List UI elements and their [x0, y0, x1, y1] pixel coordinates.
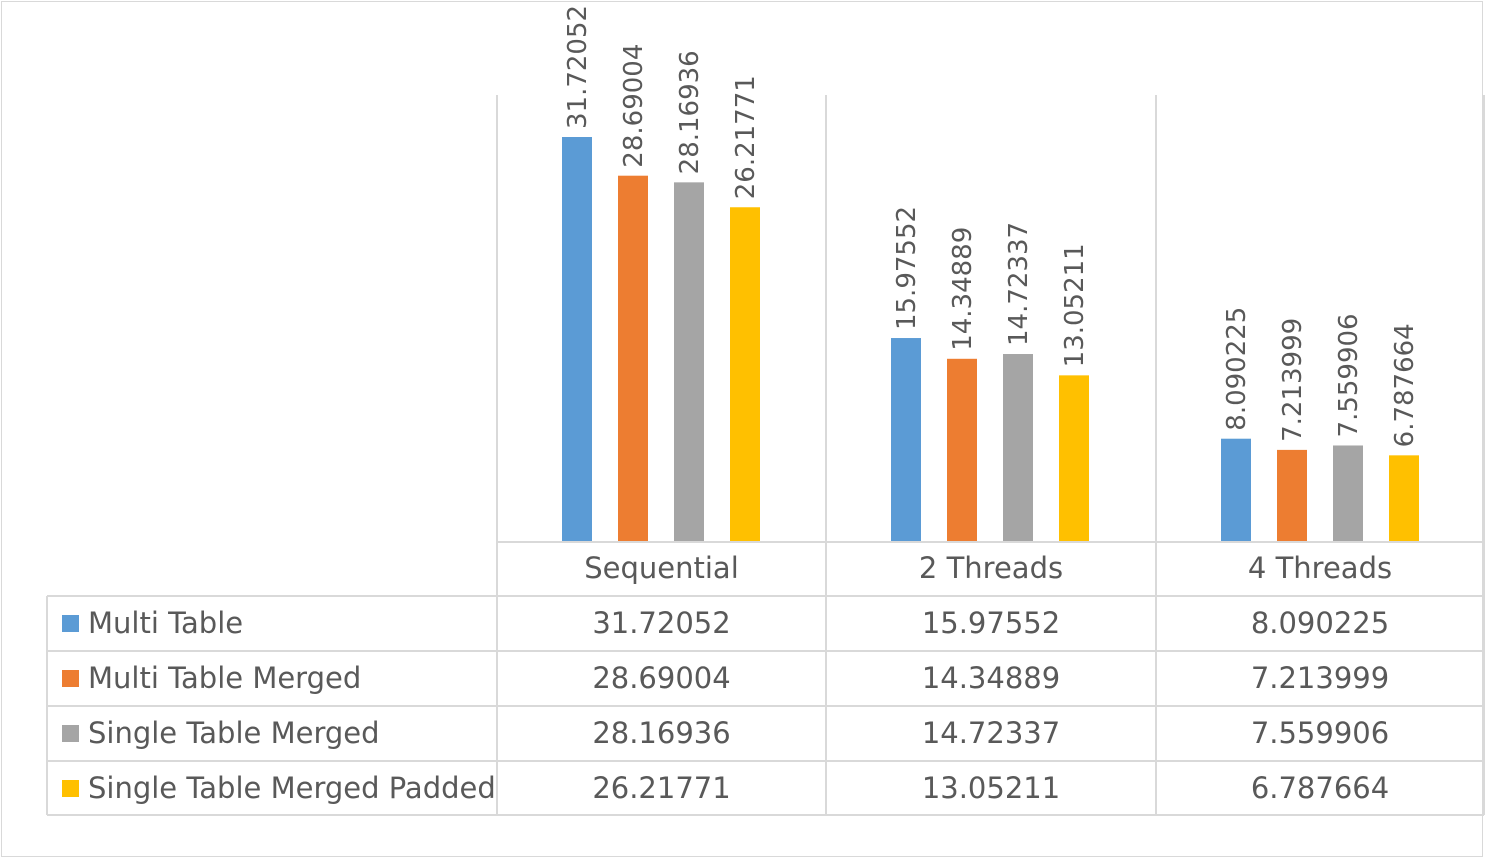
data-label-0-0: 31.72052	[563, 5, 593, 129]
bar-1-3	[1059, 375, 1089, 542]
table-value-3-1: 13.05211	[922, 771, 1060, 805]
data-label-2-1: 7.213999	[1278, 318, 1308, 442]
data-label-1-2: 14.72337	[1004, 222, 1034, 346]
data-label-1-1: 14.34889	[948, 227, 978, 351]
bar-0-2	[674, 182, 704, 542]
data-label-0-1: 28.69004	[619, 44, 649, 168]
bar-2-3	[1389, 455, 1419, 542]
table-value-0-2: 8.090225	[1251, 606, 1389, 640]
legend-key-1	[62, 670, 79, 687]
legend-label-0: Multi Table	[88, 606, 243, 640]
table-value-1-1: 14.34889	[922, 661, 1060, 695]
bar-1-2	[1003, 354, 1033, 542]
table-value-0-0: 31.72052	[592, 606, 730, 640]
table-value-1-0: 28.69004	[592, 661, 730, 695]
data-label-1-0: 15.97552	[892, 206, 922, 330]
data-label-1-3: 13.05211	[1060, 243, 1090, 367]
data-label-0-3: 26.21771	[731, 75, 761, 199]
category-label-2: 4 Threads	[1248, 551, 1392, 585]
data-label-2-3: 6.787664	[1390, 323, 1420, 447]
bar-1-0	[891, 338, 921, 542]
legend-label-1: Multi Table Merged	[88, 661, 361, 695]
data-label-0-2: 28.16936	[675, 50, 705, 174]
legend-label-3: Single Table Merged Padded	[88, 771, 496, 805]
table-value-3-2: 6.787664	[1251, 771, 1389, 805]
legend-key-0	[62, 615, 79, 632]
legend-label-2: Single Table Merged	[88, 716, 380, 750]
table-value-2-1: 14.72337	[922, 716, 1060, 750]
legend-key-3	[62, 780, 79, 797]
bar-0-0	[562, 137, 592, 542]
category-label-1: 2 Threads	[919, 551, 1063, 585]
legend-key-2	[62, 725, 79, 742]
data-label-2-0: 8.090225	[1222, 307, 1252, 431]
category-label-0: Sequential	[584, 551, 739, 585]
bar-0-3	[730, 207, 760, 543]
bar-2-1	[1277, 449, 1307, 542]
table-value-1-2: 7.213999	[1251, 661, 1389, 695]
bar-0-1	[618, 175, 648, 542]
data-label-2-2: 7.559906	[1334, 313, 1364, 437]
table-value-2-0: 28.16936	[592, 716, 730, 750]
bar-2-0	[1221, 438, 1251, 542]
bar-1-1	[947, 358, 977, 542]
table-value-0-1: 15.97552	[922, 606, 1060, 640]
table-value-3-0: 26.21771	[592, 771, 730, 805]
bar-2-2	[1333, 445, 1363, 542]
table-value-2-2: 7.559906	[1251, 716, 1389, 750]
